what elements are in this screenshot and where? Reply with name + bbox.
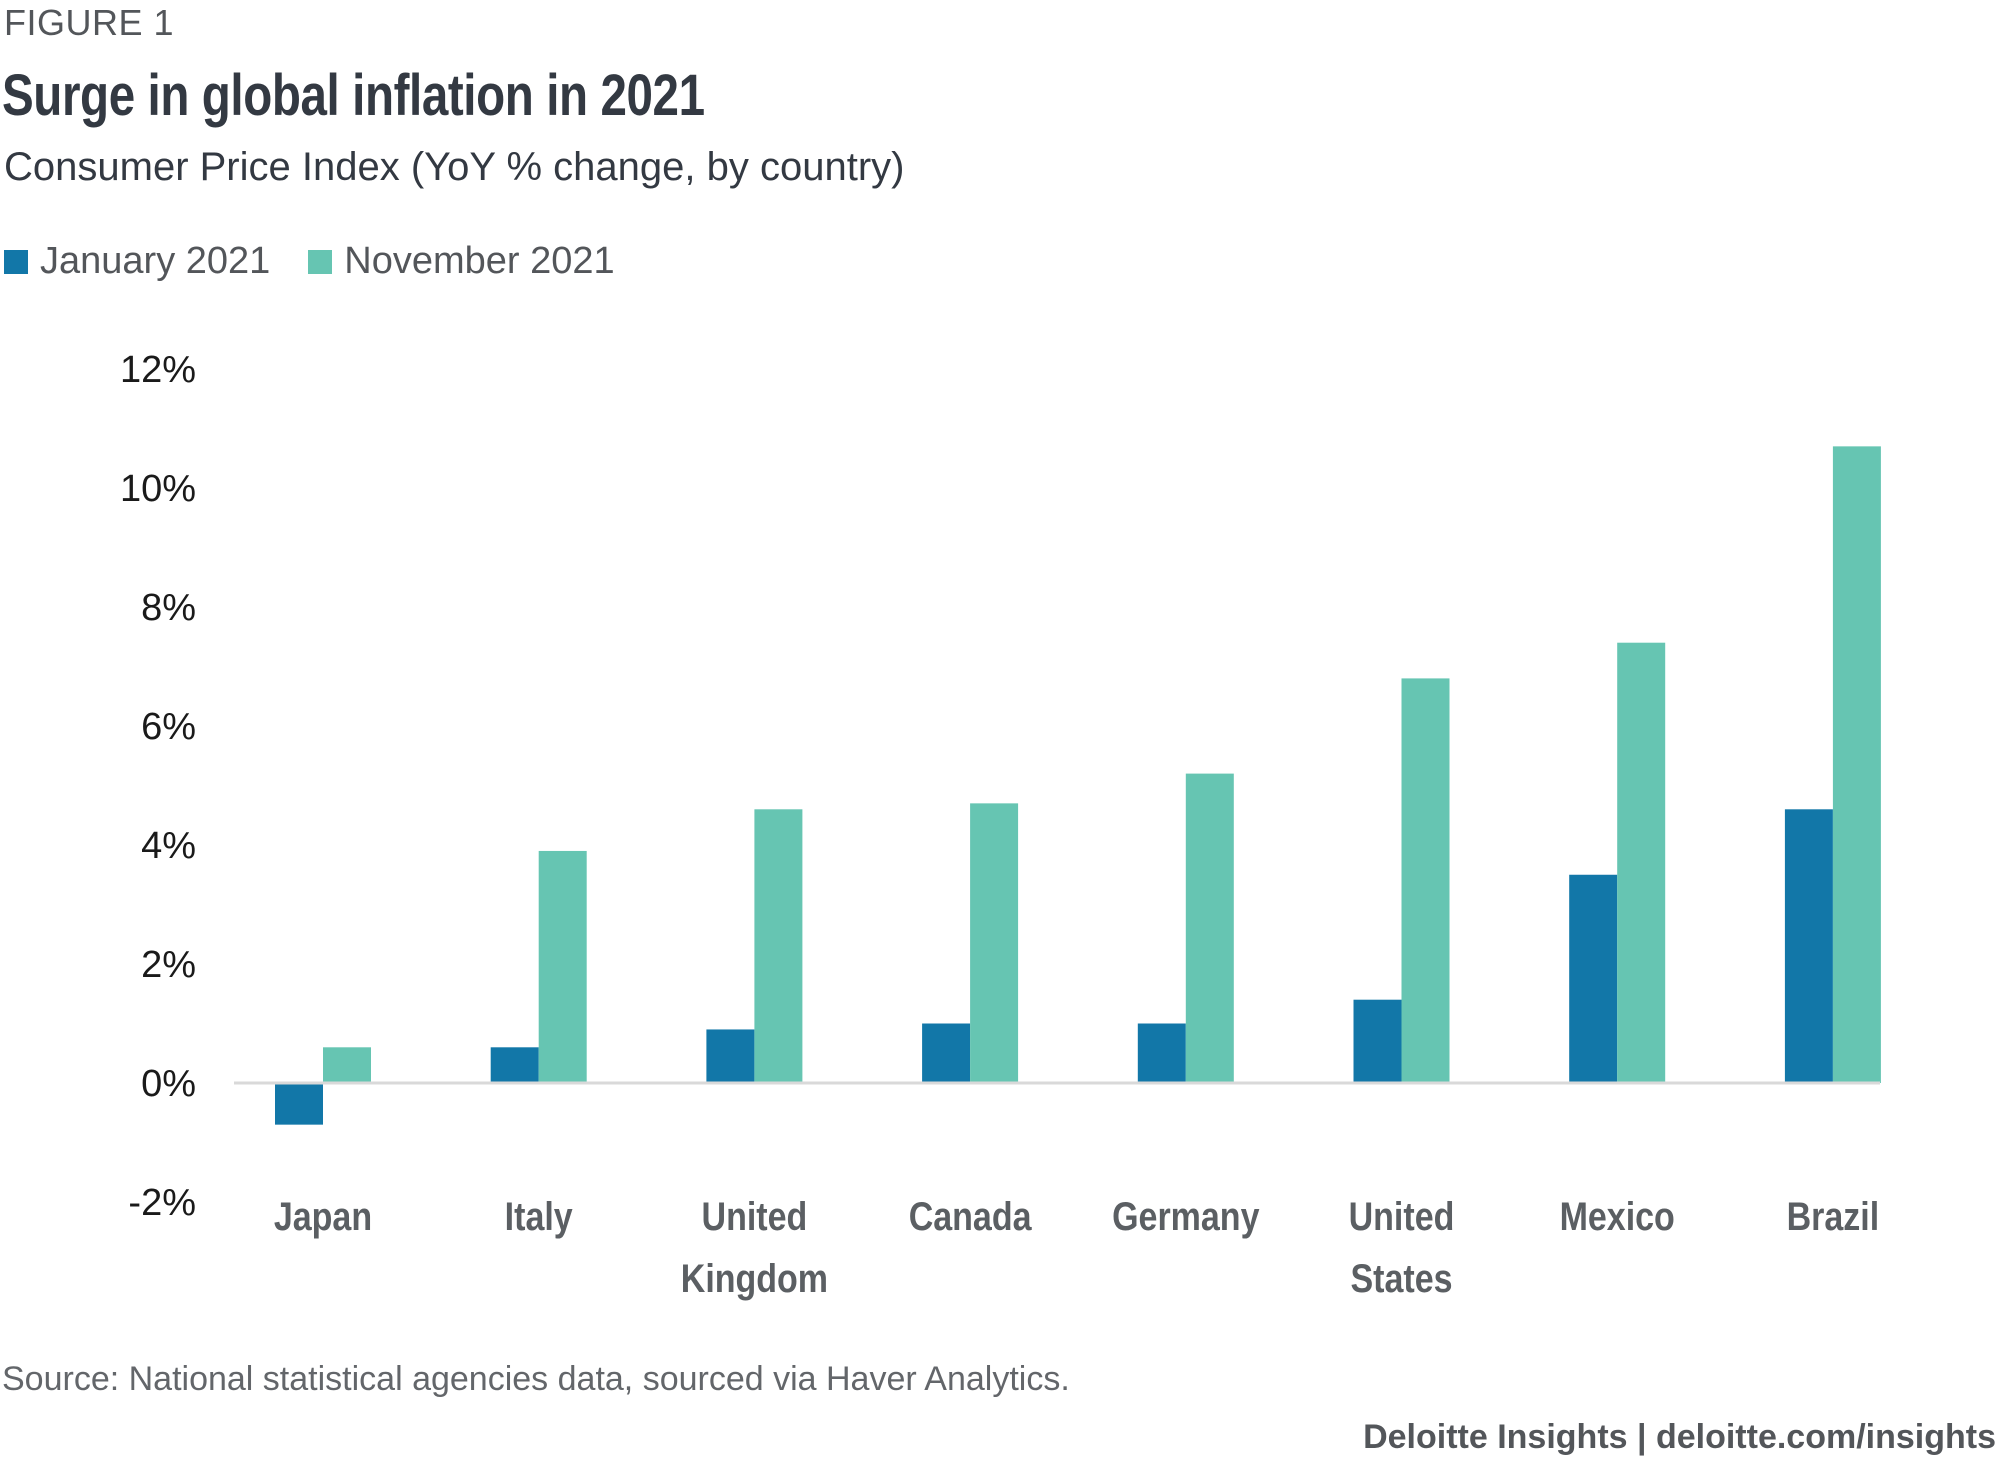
bar-november-united-kingdom xyxy=(754,809,803,1083)
bar-january-brazil xyxy=(1784,809,1833,1083)
x-tick-label: Kingdom xyxy=(681,1255,828,1300)
bar-november-mexico xyxy=(1617,642,1666,1083)
credit-line: Deloitte Insights | deloitte.com/insight… xyxy=(1363,1418,1996,1456)
bar-january-canada xyxy=(922,1023,971,1083)
x-tick-label: Brazil xyxy=(1787,1193,1880,1238)
bar-november-italy xyxy=(538,850,587,1083)
x-tick-label: Japan xyxy=(274,1193,372,1238)
bar-january-japan xyxy=(275,1083,323,1125)
figure-label: FIGURE 1 xyxy=(4,2,175,43)
legend: January 2021 November 2021 xyxy=(4,240,653,283)
x-tick-label: Canada xyxy=(909,1193,1032,1238)
x-tick-label: United xyxy=(1349,1193,1455,1238)
source-note: Source: National statistical agencies da… xyxy=(2,1360,1070,1398)
legend-item-november: November 2021 xyxy=(308,240,615,283)
chart-title: Surge in global inflation in 2021 xyxy=(2,63,705,128)
y-tick-label: 2% xyxy=(141,944,196,986)
bar-january-mexico xyxy=(1569,874,1618,1083)
legend-label-november: November 2021 xyxy=(344,240,615,282)
legend-swatch-november xyxy=(308,249,333,274)
legend-item-january: January 2021 xyxy=(4,240,270,283)
bar-january-united-states xyxy=(1353,999,1402,1083)
bar-november-united-states xyxy=(1401,678,1450,1083)
y-tick-label: 10% xyxy=(120,468,196,510)
y-tick-label: 6% xyxy=(141,706,196,748)
bar-november-canada xyxy=(970,803,1019,1083)
y-tick-label: 4% xyxy=(141,825,196,867)
y-tick-label: 8% xyxy=(141,587,196,629)
chart-subtitle: Consumer Price Index (YoY % change, by c… xyxy=(4,145,905,189)
y-tick-label: 0% xyxy=(141,1063,196,1105)
bar-november-germany xyxy=(1185,773,1234,1083)
bar-january-italy xyxy=(490,1047,539,1083)
legend-swatch-january xyxy=(4,249,28,274)
x-tick-label: Germany xyxy=(1112,1193,1260,1238)
legend-label-january: January 2021 xyxy=(40,240,271,282)
x-tick-label: United xyxy=(702,1193,808,1238)
y-tick-label: -2% xyxy=(128,1182,196,1224)
bar-november-brazil xyxy=(1832,446,1881,1084)
x-tick-label: Mexico xyxy=(1560,1193,1675,1238)
y-tick-label: 12% xyxy=(120,349,196,391)
bar-january-united-kingdom xyxy=(706,1029,755,1083)
bar-january-germany xyxy=(1137,1023,1186,1083)
bar-november-japan xyxy=(323,1047,371,1083)
x-tick-label: Italy xyxy=(505,1193,573,1238)
x-tick-label: States xyxy=(1350,1255,1452,1300)
